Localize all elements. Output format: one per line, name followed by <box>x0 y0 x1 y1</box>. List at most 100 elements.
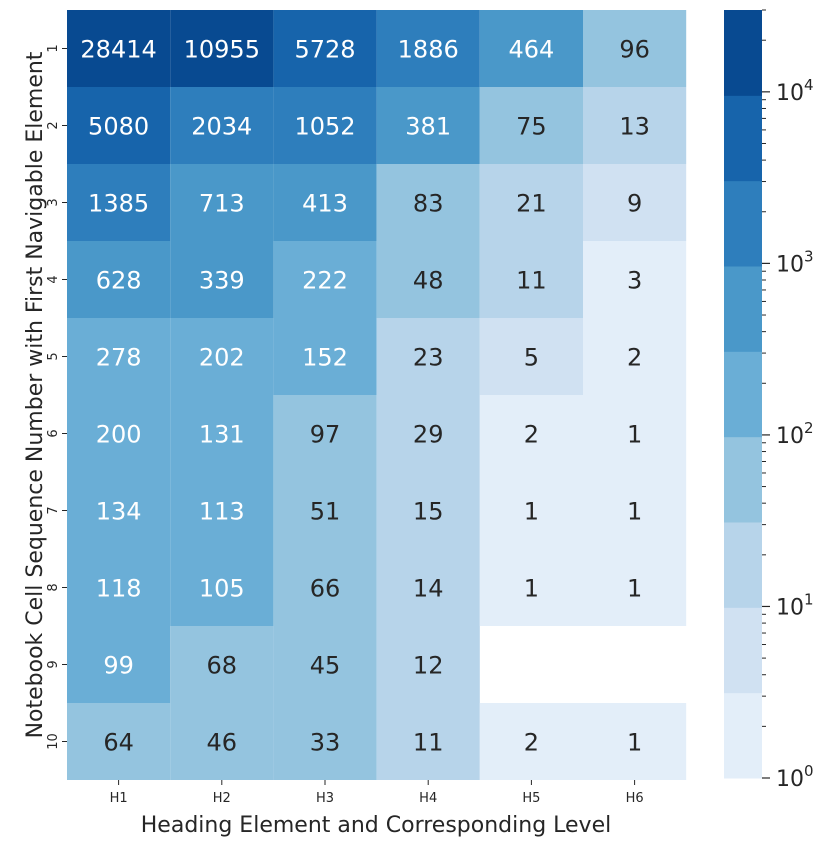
heatmap-cell <box>67 10 171 87</box>
heatmap-cell <box>583 164 687 241</box>
colorbar-segment <box>724 436 762 523</box>
heatmap-cell <box>583 472 687 549</box>
heatmap-cell <box>67 703 171 780</box>
heatmap-cell <box>170 703 274 780</box>
heatmap-cell <box>273 87 377 164</box>
heatmap-cell <box>67 626 171 703</box>
heatmap-cell-label: 1886 <box>398 36 459 64</box>
heatmap-cell <box>479 472 583 549</box>
heatmap-cell-label: 5080 <box>88 113 149 141</box>
heatmap-cell <box>273 549 377 626</box>
heatmap-cell-label: 48 <box>413 267 444 295</box>
heatmap-cell <box>273 164 377 241</box>
colorbar-tick-label: 103 <box>776 247 814 277</box>
heatmap-cell <box>583 549 687 626</box>
heatmap-cell-label: 33 <box>310 729 341 757</box>
heatmap-cell <box>376 318 480 395</box>
heatmap-cell <box>67 549 171 626</box>
heatmap-cell-label: 200 <box>96 421 142 449</box>
heatmap-cell <box>479 87 583 164</box>
y-tick-label: 3 <box>46 198 61 206</box>
heatmap-cell-label: 1052 <box>294 113 355 141</box>
y-tick-label: 8 <box>46 583 61 591</box>
heatmap-cell-label: 13 <box>619 113 650 141</box>
heatmap-cell-label: 1 <box>524 575 539 603</box>
heatmap-cell <box>273 395 377 472</box>
heatmap-cell <box>170 164 274 241</box>
heatmap-cell <box>170 472 274 549</box>
heatmap-cell <box>479 318 583 395</box>
heatmap-cell-label: 105 <box>199 575 245 603</box>
heatmap-cell-label: 131 <box>199 421 245 449</box>
heatmap-cell <box>376 10 480 87</box>
heatmap-cell-label: 134 <box>96 498 142 526</box>
colorbar-ticks: 100 101 102 103 104 <box>762 9 814 792</box>
heatmap-cell-label: 23 <box>413 344 444 372</box>
colorbar-segment <box>724 10 762 96</box>
heatmap-cell-label: 2034 <box>191 113 252 141</box>
colorbar-segment <box>724 180 762 267</box>
x-tick-label: H4 <box>419 791 437 806</box>
colorbar-tick-label: 104 <box>776 76 814 106</box>
heatmap-cell <box>170 395 274 472</box>
heatmap-cell <box>273 241 377 318</box>
heatmap-cell <box>67 472 171 549</box>
heatmap-cell <box>583 10 687 87</box>
heatmap-cells <box>67 10 687 780</box>
heatmap-cell-label: 2 <box>524 729 539 757</box>
heatmap-cell <box>273 318 377 395</box>
heatmap-cell-label: 99 <box>103 652 134 680</box>
heatmap-cell-label: 464 <box>508 36 554 64</box>
heatmap-cell <box>479 703 583 780</box>
heatmap-cell <box>273 626 377 703</box>
y-axis-label: Notebook Cell Sequence Number with First… <box>23 51 48 738</box>
heatmap-cell <box>479 241 583 318</box>
heatmap-cell-label: 68 <box>207 652 238 680</box>
heatmap-cell <box>67 164 171 241</box>
heatmap-cell <box>273 703 377 780</box>
heatmap-cell-label: 29 <box>413 421 444 449</box>
y-axis-ticks: 1 2 3 4 5 6 7 8 9 10 <box>46 44 67 750</box>
colorbar-segment <box>724 266 762 352</box>
colorbar-tick-label: 102 <box>776 419 814 449</box>
heatmap-cell-label: 118 <box>96 575 142 603</box>
heatmap-cell <box>170 10 274 87</box>
colorbar-segment <box>724 351 762 438</box>
heatmap-cell-label: 64 <box>103 729 134 757</box>
heatmap-cell-label: 413 <box>302 190 348 218</box>
y-tick-label: 6 <box>46 429 61 437</box>
heatmap-cell <box>376 164 480 241</box>
heatmap-cell-label: 1 <box>627 575 642 603</box>
heatmap-cell <box>170 626 274 703</box>
heatmap-cell <box>67 241 171 318</box>
heatmap-cell <box>479 10 583 87</box>
y-tick-label: 1 <box>46 44 61 52</box>
y-tick-label: 2 <box>46 121 61 129</box>
heatmap-cell-label: 5 <box>524 344 539 372</box>
heatmap-cell-label: 12 <box>413 652 444 680</box>
heatmap-cell <box>376 549 480 626</box>
heatmap-cell-label: 202 <box>199 344 245 372</box>
heatmap-cell-label: 46 <box>207 729 238 757</box>
heatmap-cell-label: 5728 <box>294 36 355 64</box>
heatmap-cell-label: 3 <box>627 267 642 295</box>
heatmap-cell <box>479 395 583 472</box>
heatmap-cell <box>583 318 687 395</box>
heatmap-cell <box>376 472 480 549</box>
heatmap-cell-label: 97 <box>310 421 341 449</box>
heatmap-cell <box>67 395 171 472</box>
x-tick-label: H1 <box>110 791 128 806</box>
heatmap-cell <box>479 164 583 241</box>
heatmap-cell-label: 1 <box>627 421 642 449</box>
heatmap-cell-label: 11 <box>516 267 547 295</box>
heatmap-cell <box>376 395 480 472</box>
heatmap-cell-label: 381 <box>405 113 451 141</box>
heatmap-cell-label: 15 <box>413 498 444 526</box>
heatmap-cell <box>479 549 583 626</box>
heatmap-cell-label: 45 <box>310 652 341 680</box>
x-tick-label: H6 <box>626 791 644 806</box>
heatmap-cell <box>376 241 480 318</box>
colorbar-tick-label: 101 <box>776 590 814 620</box>
heatmap-cell-label: 113 <box>199 498 245 526</box>
